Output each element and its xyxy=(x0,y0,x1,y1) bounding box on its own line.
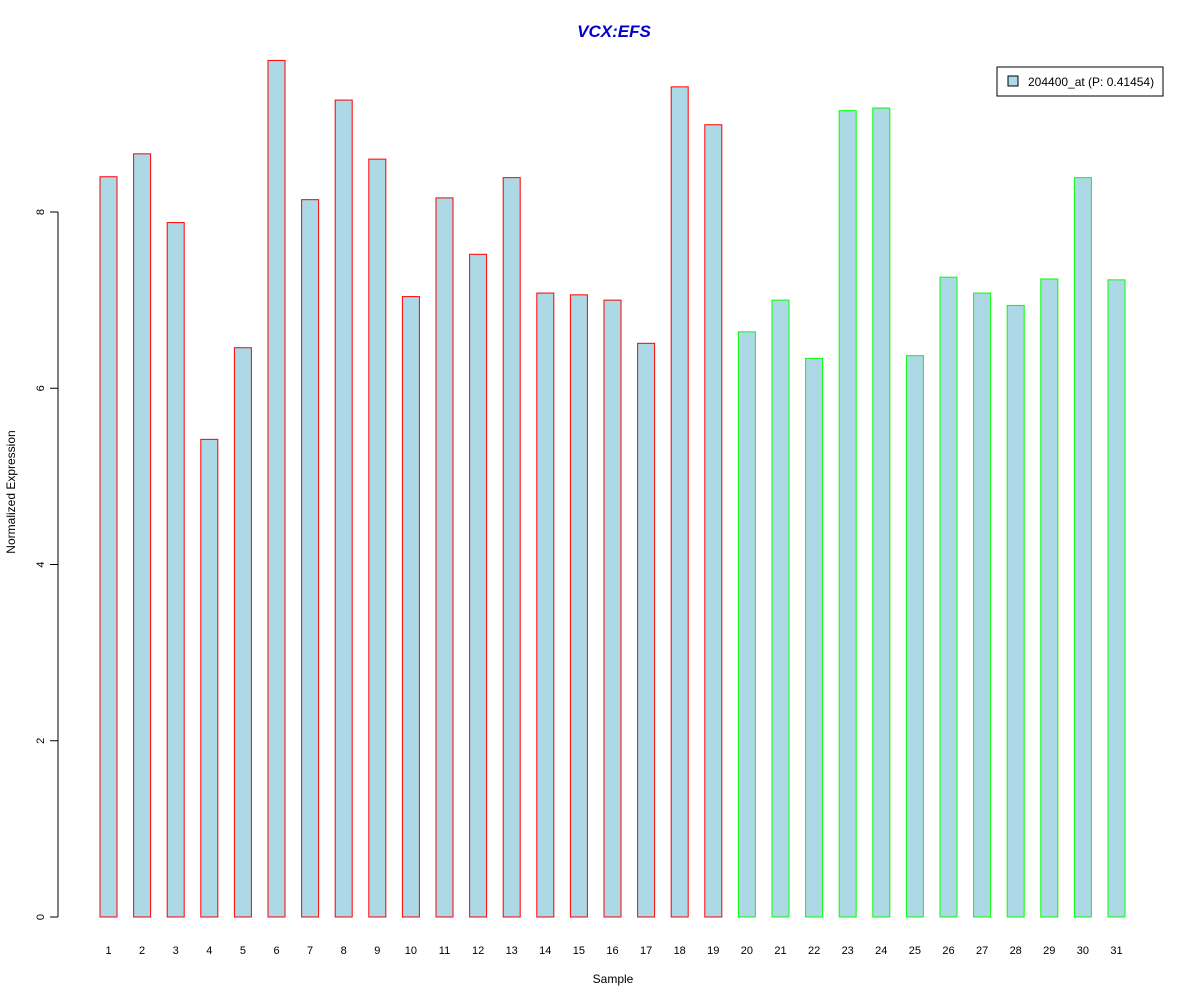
x-tick-label: 18 xyxy=(674,945,686,957)
x-tick-label: 23 xyxy=(842,945,854,957)
x-tick-label: 26 xyxy=(942,945,954,957)
x-tick-label: 13 xyxy=(506,945,518,957)
legend-box xyxy=(996,66,1164,97)
x-tick-label: 2 xyxy=(139,945,145,957)
y-tick-label: 8 xyxy=(35,209,47,215)
bar-sample-7 xyxy=(301,199,320,918)
x-tick-label: 6 xyxy=(273,945,279,957)
x-axis-title: Sample xyxy=(593,972,634,986)
bar-sample-23 xyxy=(838,110,857,918)
bar-sample-24 xyxy=(872,107,891,918)
x-tick-label: 7 xyxy=(307,945,313,957)
x-tick-label: 28 xyxy=(1010,945,1022,957)
bar-sample-18 xyxy=(670,86,689,918)
bar-sample-5 xyxy=(233,347,252,918)
legend-label: 204400_at (P: 0.41454) xyxy=(1028,75,1154,89)
y-tick-label: 4 xyxy=(35,561,47,567)
bar-sample-29 xyxy=(1040,278,1059,918)
x-tick-label: 8 xyxy=(341,945,347,957)
x-tick-label: 19 xyxy=(707,945,719,957)
chart-title: VCX:EFS xyxy=(577,22,651,41)
bar-sample-2 xyxy=(133,153,152,918)
bar-sample-31 xyxy=(1107,279,1126,918)
x-tick-label: 1 xyxy=(105,945,111,957)
bar-sample-17 xyxy=(637,342,656,918)
x-tick-label: 14 xyxy=(539,945,551,957)
bar-sample-8 xyxy=(334,99,353,918)
bar-sample-15 xyxy=(569,294,588,918)
bar-sample-12 xyxy=(469,253,488,918)
x-tick-label: 11 xyxy=(439,945,450,957)
bar-sample-25 xyxy=(905,355,924,918)
x-tick-label: 30 xyxy=(1077,945,1089,957)
bar-sample-26 xyxy=(939,276,958,918)
x-tick-label: 17 xyxy=(640,945,652,957)
x-axis-tick-labels: 1 2 3 4 5 6 7 8 9 10 11 12 13 14 15 16 17 18 19 20 21 22 23 24 2… xyxy=(105,945,1122,957)
x-tick-label: 24 xyxy=(875,945,887,957)
bar-sample-20 xyxy=(737,331,756,918)
x-tick-label: 15 xyxy=(573,945,585,957)
x-tick-label: 31 xyxy=(1110,945,1122,957)
bar-sample-19 xyxy=(704,124,723,918)
y-axis-title: Normalized Expression xyxy=(4,430,18,553)
bar-sample-4 xyxy=(200,438,219,918)
legend-swatch xyxy=(1007,75,1019,87)
bar-sample-6 xyxy=(267,59,286,918)
bar-sample-1 xyxy=(99,176,118,918)
x-tick-label: 10 xyxy=(405,945,417,957)
bar-sample-9 xyxy=(368,158,387,918)
bar-sample-11 xyxy=(435,197,454,918)
x-tick-label: 25 xyxy=(909,945,921,957)
x-tick-label: 12 xyxy=(472,945,484,957)
bar-sample-30 xyxy=(1073,177,1092,918)
bar-sample-27 xyxy=(973,292,992,918)
y-tick-label: 6 xyxy=(35,385,47,391)
bar-sample-28 xyxy=(1006,304,1025,918)
bar-sample-16 xyxy=(603,299,622,918)
bars xyxy=(99,59,1126,918)
bar-sample-3 xyxy=(166,222,185,918)
x-tick-label: 21 xyxy=(774,945,786,957)
y-axis-ticks: 0 2 4 6 8 xyxy=(35,209,58,920)
x-tick-label: 20 xyxy=(741,945,753,957)
x-tick-label: 3 xyxy=(173,945,179,957)
x-tick-label: 29 xyxy=(1043,945,1055,957)
x-tick-label: 22 xyxy=(808,945,820,957)
legend: 204400_at (P: 0.41454) xyxy=(996,66,1164,97)
x-tick-label: 9 xyxy=(374,945,380,957)
x-tick-label: 4 xyxy=(206,945,212,957)
x-tick-label: 16 xyxy=(606,945,618,957)
y-tick-label: 2 xyxy=(35,738,47,744)
x-tick-label: 27 xyxy=(976,945,988,957)
x-tick-label: 5 xyxy=(240,945,246,957)
bar-sample-10 xyxy=(401,296,420,918)
bar-sample-22 xyxy=(805,357,824,918)
bar-sample-21 xyxy=(771,299,790,918)
bar-sample-14 xyxy=(536,292,555,918)
y-tick-label: 0 xyxy=(35,914,47,920)
bar-sample-13 xyxy=(502,177,521,918)
